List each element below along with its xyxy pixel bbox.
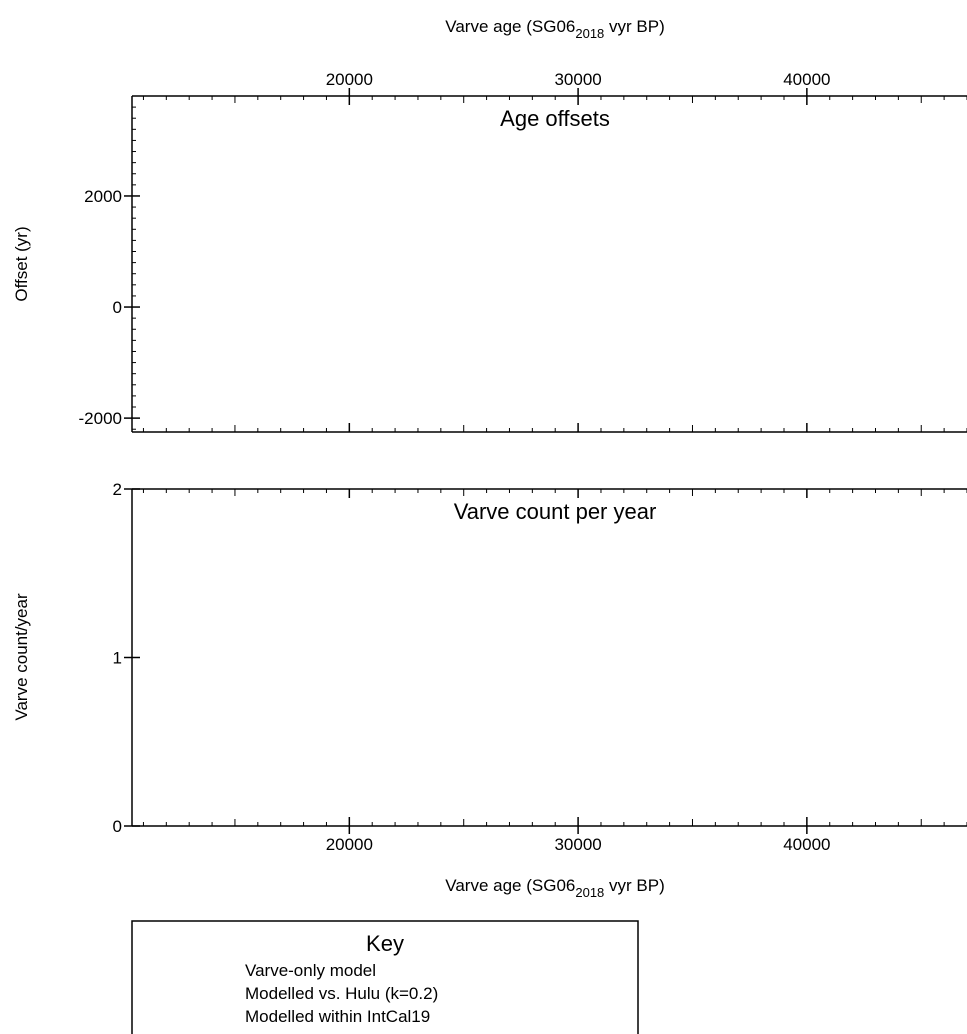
x-tick-label: 40000 xyxy=(783,70,830,89)
x-tick-label: 40000 xyxy=(783,835,830,854)
y-tick-label: 1 xyxy=(113,649,122,668)
y-tick-label: -2000 xyxy=(79,409,122,428)
bottom-panel-ticks: 20000 30000 40000 0 1 2 xyxy=(113,480,967,854)
legend: Key Varve-only model Modelled vs. Hulu (… xyxy=(131,920,639,1034)
y-tick-label: 0 xyxy=(113,298,122,317)
top-panel-ticks: 20000 30000 40000 -2000 0 2000 xyxy=(79,70,967,432)
x-tick-label: 20000 xyxy=(326,835,373,854)
x-tick-label: 30000 xyxy=(554,70,601,89)
bottom-x-axis-title: Varve age (SG062018 vyr BP) xyxy=(445,876,664,900)
top-x-axis-title: Varve age (SG062018 vyr BP) xyxy=(445,17,664,41)
legend-title: Key xyxy=(366,931,404,956)
panel-title-varve-count: Varve count per year xyxy=(454,499,657,524)
legend-item-varve-only: Varve-only model xyxy=(245,961,376,980)
panel-title-age-offsets: Age offsets xyxy=(500,106,610,131)
bottom-y-axis-title: Varve count/year xyxy=(12,593,31,721)
top-y-axis-title: Offset (yr) xyxy=(12,226,31,301)
legend-item-intcal19: Modelled within IntCal19 xyxy=(245,1007,430,1026)
age-offsets-panel: Varve age (SG062018 vyr BP) Age offsets … xyxy=(12,17,967,433)
varve-count-panel: Varve count per year Varve count/year 20… xyxy=(12,480,967,900)
x-tick-label: 20000 xyxy=(326,70,373,89)
x-tick-label: 30000 xyxy=(554,835,601,854)
y-tick-label: 0 xyxy=(113,817,122,836)
y-tick-label: 2000 xyxy=(84,187,122,206)
legend-item-hulu: Modelled vs. Hulu (k=0.2) xyxy=(245,984,438,1003)
y-tick-label: 2 xyxy=(113,480,122,499)
legend-box xyxy=(131,920,639,1034)
